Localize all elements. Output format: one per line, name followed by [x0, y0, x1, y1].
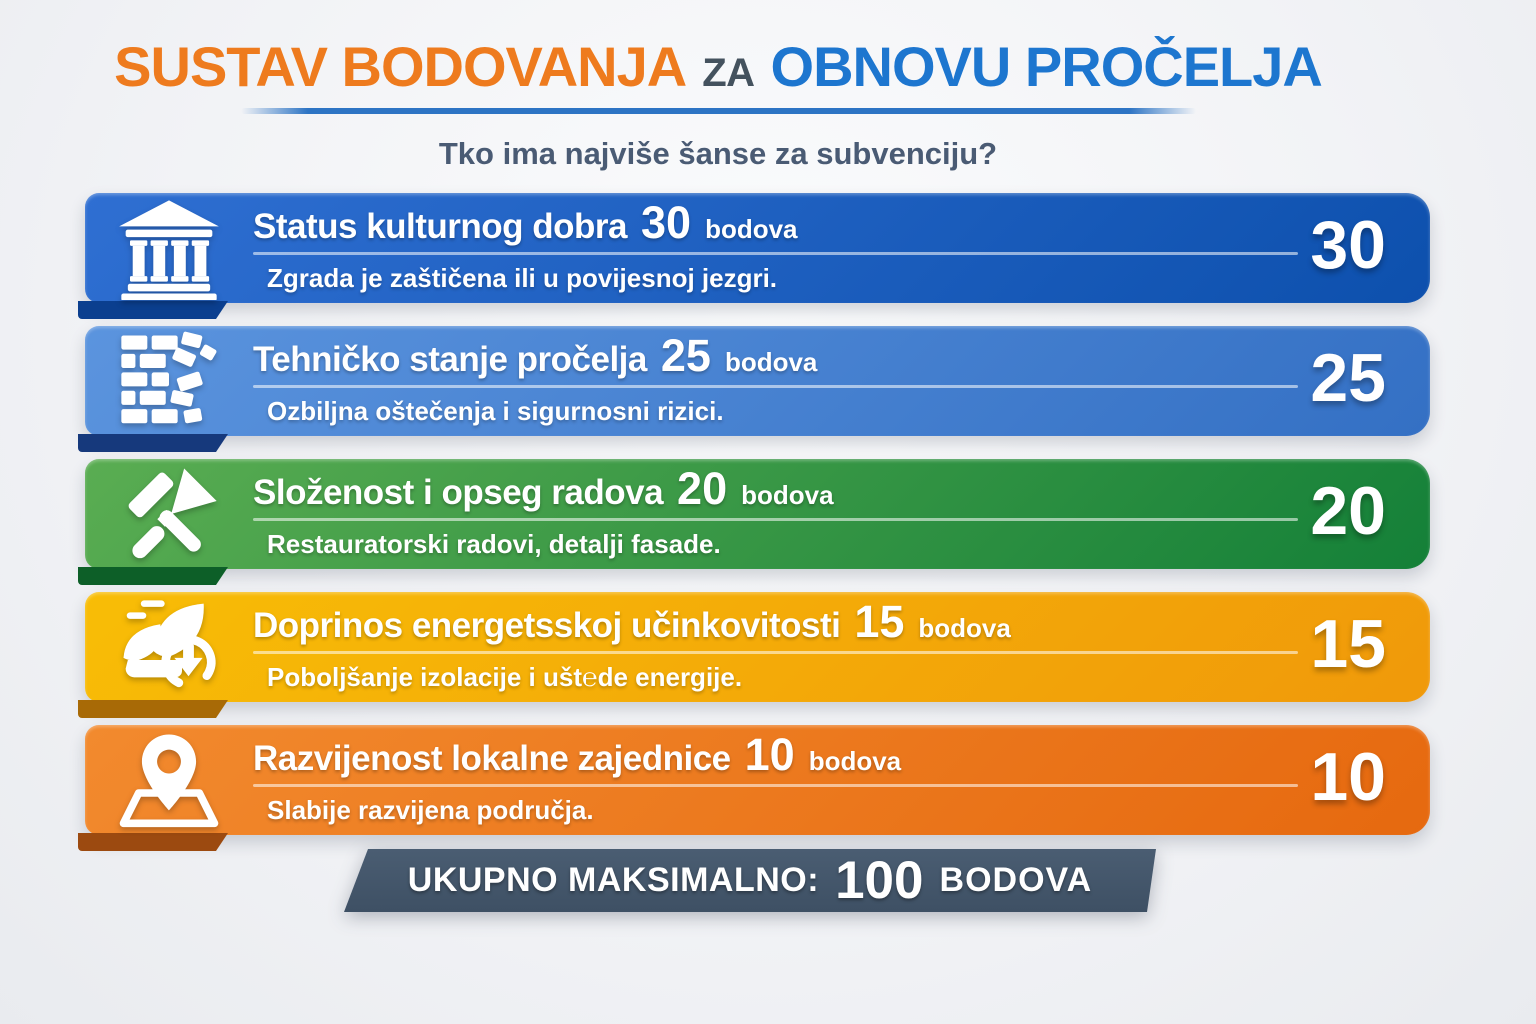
- criterion-title: Razvijenost lokalne zajednice: [253, 738, 731, 778]
- criterion-divider: [253, 783, 1298, 787]
- criterion-row-energy-efficiency: Doprinos energetsskoj učinkovitosti 15 b…: [85, 592, 1430, 702]
- criterion-title-row: Doprinos energetsskoj učinkovitosti 15 b…: [253, 595, 1298, 647]
- criterion-points-unit: bodova: [741, 479, 834, 510]
- title-underline: [240, 108, 1196, 114]
- criteria-list: Status kulturnog dobra 30 bodova Zgrada …: [85, 193, 1430, 858]
- energy-leaves-icon: [85, 595, 253, 699]
- criterion-divider: [253, 251, 1298, 255]
- criterion-title-row: Tehničko stanje pročelja 25 bodova: [253, 329, 1298, 381]
- total-value: 100: [835, 850, 924, 910]
- criterion-text: Složenost i opseg radova 20 bodova Resta…: [253, 462, 1298, 560]
- header: SUSTAV BODOVANJA ZA OBNOVU PROČELJA Tko …: [0, 34, 1436, 172]
- title-part-orange: SUSTAV BODOVANJA: [114, 35, 687, 98]
- criterion-title: Tehničko stanje pročelja: [253, 339, 647, 379]
- criterion-row-technical-condition: Tehničko stanje pročelja 25 bodova Ozbil…: [85, 326, 1430, 436]
- criterion-description: Restauratorski radovi, detalji fasade.: [267, 528, 721, 559]
- criterion-points: 15: [854, 595, 905, 647]
- criterion-text: Razvijenost lokalne zajednice 10 bodova …: [253, 728, 1298, 826]
- criterion-score-badge: 15: [1310, 605, 1386, 682]
- title-part-blue: OBNOVU PROČELJA: [770, 35, 1323, 98]
- criterion-row-cultural-status: Status kulturnog dobra 30 bodova Zgrada …: [85, 193, 1430, 303]
- criterion-title: Složenost i opseg radova: [253, 472, 664, 512]
- criterion-points-unit: bodova: [918, 612, 1011, 643]
- page-subtitle: Tko ima najviše šanse za subvenciju?: [438, 136, 998, 171]
- criterion-score-badge: 25: [1310, 339, 1386, 416]
- criterion-points: 30: [641, 196, 692, 248]
- total-label: UKUPNO MAKSIMALNO:: [407, 861, 820, 899]
- total-banner-wrap: UKUPNO MAKSIMALNO: 100 BODOVA: [344, 849, 1156, 912]
- criterion-points-unit: bodova: [724, 346, 818, 377]
- criterion-points-unit: bodova: [808, 745, 902, 776]
- criterion-title: Status kulturnog dobra: [253, 206, 628, 246]
- criterion-points-unit: bodova: [705, 213, 798, 244]
- criterion-title-row: Status kulturnog dobra 30 bodova: [253, 196, 1298, 248]
- criterion-row-work-scope: Složenost i opseg radova 20 bodova Resta…: [85, 459, 1430, 569]
- cracked-wall-icon: [85, 329, 253, 433]
- criterion-description: Zgrada je zaštičena ili u povijesnoj jez…: [267, 262, 778, 293]
- criterion-score-badge: 30: [1310, 206, 1386, 283]
- criterion-row-local-community: Razvijenost lokalne zajednice 10 bodova …: [85, 725, 1430, 835]
- criterion-score-badge: 20: [1310, 472, 1386, 549]
- criterion-title-row: Složenost i opseg radova 20 bodova: [253, 462, 1298, 514]
- criterion-title-row: Razvijenost lokalne zajednice 10 bodova: [253, 728, 1298, 780]
- criterion-description: Slabije razvijena područja.: [267, 794, 594, 825]
- location-pin-icon: [85, 728, 253, 832]
- criterion-points: 10: [744, 728, 795, 780]
- criterion-divider: [253, 517, 1298, 521]
- criterion-text: Status kulturnog dobra 30 bodova Zgrada …: [253, 196, 1298, 294]
- criterion-points: 20: [677, 462, 728, 514]
- museum-building-icon: [85, 196, 253, 300]
- criterion-description: Poboljšanje izolacije i ušt℮de energije.: [267, 661, 743, 692]
- criterion-points: 25: [660, 329, 711, 381]
- total-unit: BODOVA: [939, 861, 1093, 899]
- criterion-text: Doprinos energetsskoj učinkovitosti 15 b…: [253, 595, 1298, 693]
- criterion-description: Ozbiljna oštečenja i sigurnosni rizici.: [267, 395, 724, 426]
- total-banner: UKUPNO MAKSIMALNO: 100 BODOVA: [344, 849, 1156, 912]
- title-connector: ZA: [702, 51, 755, 95]
- criterion-divider: [253, 384, 1298, 388]
- criterion-divider: [253, 650, 1298, 654]
- hammer-trowel-icon: [85, 462, 253, 566]
- criterion-score-badge: 10: [1310, 738, 1386, 815]
- criterion-text: Tehničko stanje pročelja 25 bodova Ozbil…: [253, 329, 1298, 427]
- page-title: SUSTAV BODOVANJA ZA OBNOVU PROČELJA: [0, 34, 1436, 99]
- criterion-title: Doprinos energetsskoj učinkovitosti: [253, 605, 841, 645]
